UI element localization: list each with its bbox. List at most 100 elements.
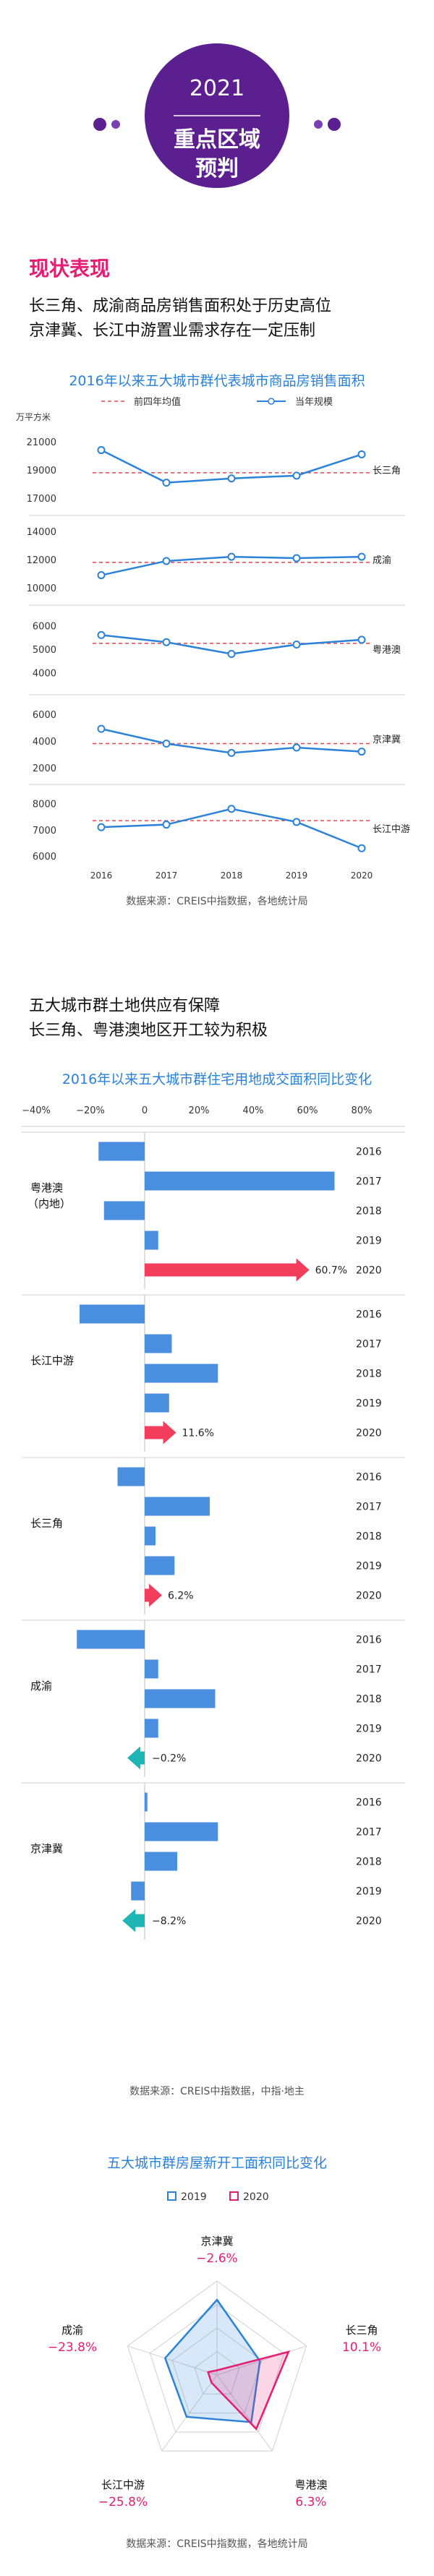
chart3-title: 五大城市群房屋新开工面积同比变化 [106, 2155, 327, 2171]
bar [145, 1659, 158, 1679]
y-unit-label: 万平方米 [16, 411, 51, 422]
x-tick-label: 2020 [351, 870, 373, 881]
y-tick-label: 8000 [33, 800, 56, 810]
x-tick-label: 2018 [221, 870, 243, 881]
hero-decor-dot [111, 120, 120, 129]
data-point [357, 552, 366, 561]
section-sub: 五大城市群土地供应有保障 [29, 997, 221, 1015]
panel-label: 粤港澳 [373, 644, 401, 656]
data-point [357, 748, 366, 756]
y-tick-label: 19000 [27, 466, 56, 476]
y-tick-label: 5000 [33, 645, 56, 656]
radar-spoke [216, 2374, 273, 2452]
chart1-source: 数据来源：CREIS中指数据，各地统计局 [126, 896, 308, 907]
data-point [97, 630, 106, 639]
group-label: 粤港澳 [30, 1181, 63, 1194]
chart1-title: 2016年以来五大城市群代表城市商品房销售面积 [69, 373, 365, 389]
year-label: 2016 [356, 1147, 382, 1158]
y-tick-label: 14000 [27, 527, 56, 538]
radar-chart: 2019 2020 京津冀 −2.6% 长三角 10.1% 粤港澳 6.3% 长江中游 −25.8… [48, 2191, 381, 2509]
series-line-长江中游 [101, 808, 362, 850]
y-tick-label: 21000 [27, 437, 56, 448]
year-label: 2017 [356, 1827, 382, 1839]
panel-label: 成渝 [373, 555, 391, 566]
panel-label: 京津冀 [373, 734, 401, 745]
bar [80, 1304, 145, 1324]
bar [145, 1556, 175, 1575]
radar-spoke [127, 2345, 218, 2376]
data-point [292, 743, 301, 752]
hero-year: 2021 [189, 76, 245, 101]
data-point [357, 450, 366, 458]
hero-decor-dot [328, 118, 341, 131]
radar-axis-value: −23.8% [48, 2340, 97, 2355]
data-point [292, 640, 301, 649]
year-label: 2017 [356, 1339, 382, 1351]
hero-line3: 预判 [195, 156, 239, 181]
data-point [162, 739, 171, 748]
radar-axis-label: 长江中游 [101, 2478, 145, 2491]
data-point [97, 571, 106, 580]
value-label-2020: 6.2% [168, 1591, 194, 1602]
data-point [162, 557, 171, 565]
chart2-title: 2016年以来五大城市群住宅用地成交面积同比变化 [61, 1071, 373, 1087]
data-point [227, 650, 236, 659]
year-label: 2018 [356, 1369, 382, 1380]
x-tick-label: 0 [142, 1105, 148, 1116]
bar [98, 1142, 145, 1161]
bar [131, 1881, 145, 1901]
section-sub: 京津冀、长江中游置业需求存在一定压制 [29, 322, 316, 340]
chart3-source: 数据来源：CREIS中指数据，各地统计局 [126, 2538, 308, 2550]
radar-series-2019 [163, 2298, 261, 2423]
data-point [162, 638, 171, 646]
bar [145, 1526, 156, 1546]
legend-current-label: 当年规模 [295, 397, 333, 408]
x-tick-label: 40% [243, 1105, 264, 1116]
year-label: 2020 [356, 1265, 382, 1277]
y-tick-label: 7000 [33, 826, 56, 836]
arrow-2020 [127, 1746, 145, 1770]
value-label-2020: −0.2% [152, 1753, 186, 1765]
year-label: 2019 [356, 1398, 382, 1410]
group-label: 京津冀 [30, 1842, 63, 1855]
y-tick-label: 6000 [33, 621, 56, 632]
bar [145, 1171, 335, 1191]
data-point [227, 748, 236, 757]
radar-spoke [161, 2374, 218, 2452]
y-tick-label: 2000 [33, 763, 56, 774]
y-tick-label: 6000 [33, 710, 56, 721]
y-tick-label: 4000 [33, 669, 56, 680]
radar-axis-label: 长三角 [345, 2324, 378, 2337]
radar-axis-label: 粤港澳 [294, 2478, 327, 2491]
legend-2019-swatch [167, 2191, 176, 2201]
year-label: 2017 [356, 1664, 382, 1676]
hero-banner [93, 43, 341, 188]
data-point [97, 724, 106, 733]
y-tick-label: 17000 [27, 494, 56, 505]
year-label: 2019 [356, 1886, 382, 1898]
x-tick-label: −20% [76, 1105, 105, 1116]
radar-axis-value: 6.3% [295, 2495, 326, 2509]
group-label: 长三角 [30, 1517, 63, 1530]
data-point [227, 552, 236, 561]
radar-axis-label: 成渝 [61, 2324, 83, 2337]
radar-spoke [216, 2345, 307, 2376]
data-point [162, 479, 171, 487]
data-point [227, 474, 236, 483]
year-label: 2020 [356, 1916, 382, 1927]
data-point [292, 554, 301, 562]
panel-label: 长江中游 [373, 824, 410, 835]
year-label: 2018 [356, 1694, 382, 1706]
radar-grid [171, 2327, 263, 2414]
legend-avg-label: 前四年均值 [134, 396, 181, 408]
y-tick-label: 4000 [33, 737, 56, 748]
group-label: 长江中游 [30, 1354, 74, 1367]
data-point [97, 823, 106, 831]
year-label: 2020 [356, 1591, 382, 1602]
value-label-2020: 60.7% [315, 1265, 347, 1277]
data-point [357, 844, 366, 852]
radar-grid [127, 2280, 307, 2452]
year-label: 2020 [356, 1428, 382, 1439]
x-tick-label: 2019 [286, 870, 308, 881]
